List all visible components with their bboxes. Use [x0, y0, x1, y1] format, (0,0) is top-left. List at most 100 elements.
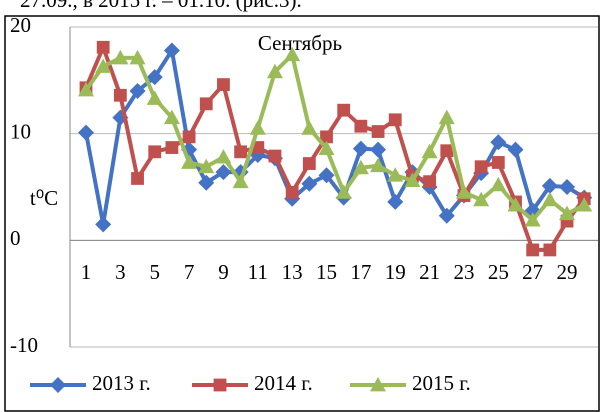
x-tick-label: 23: [453, 260, 474, 284]
marker: [440, 144, 454, 158]
marker: [455, 184, 472, 199]
marker: [268, 149, 282, 163]
y-tick-label: 20: [10, 13, 31, 37]
marker: [491, 156, 505, 169]
marker: [302, 157, 316, 170]
marker: [95, 216, 112, 233]
marker: [371, 125, 385, 138]
x-tick-label: 29: [557, 260, 578, 284]
marker: [423, 175, 436, 189]
marker: [474, 160, 488, 174]
marker: [78, 81, 94, 97]
marker: [318, 140, 335, 155]
chart-border: [4, 15, 600, 412]
marker: [285, 185, 299, 199]
marker: [318, 167, 335, 184]
marker: [215, 149, 232, 164]
y-axis-label: t⁰C: [30, 186, 58, 210]
marker: [490, 176, 507, 192]
marker: [213, 378, 227, 392]
marker: [352, 140, 369, 157]
marker: [473, 191, 490, 207]
x-tick-label: 13: [282, 260, 303, 284]
marker: [524, 212, 541, 227]
y-tick-label: 0: [10, 226, 21, 250]
marker: [163, 109, 180, 125]
marker: [217, 78, 230, 91]
marker: [352, 159, 369, 175]
marker: [198, 158, 215, 174]
legend-label: 2013 г.: [92, 371, 151, 395]
legend-label: 2015 г.: [412, 371, 471, 395]
x-tick-label: 3: [115, 260, 126, 284]
marker: [284, 46, 301, 62]
marker: [507, 141, 524, 158]
marker: [182, 130, 196, 144]
marker: [163, 42, 180, 59]
x-tick-label: 11: [248, 260, 268, 284]
marker: [181, 154, 198, 169]
marker: [198, 174, 215, 191]
marker: [199, 97, 213, 111]
marker: [266, 63, 283, 79]
marker: [50, 377, 66, 393]
marker: [301, 120, 318, 135]
x-tick-label: 17: [350, 260, 371, 284]
marker: [232, 173, 249, 189]
x-tick-label: 15: [316, 260, 337, 284]
marker: [335, 184, 352, 199]
marker: [559, 179, 576, 195]
marker: [320, 130, 333, 144]
marker: [541, 177, 558, 194]
marker: [129, 49, 146, 65]
marker: [388, 113, 402, 127]
marker: [131, 172, 144, 185]
marker: [95, 58, 112, 73]
y-tick-label: -10: [10, 333, 38, 357]
x-tick-label: 9: [218, 260, 229, 284]
x-tick-label: 27: [522, 260, 543, 284]
marker: [543, 243, 557, 257]
marker: [370, 377, 386, 392]
marker: [78, 124, 94, 141]
marker: [507, 197, 524, 212]
marker: [234, 145, 248, 159]
marker: [526, 243, 540, 257]
x-tick-label: 5: [149, 260, 160, 284]
marker: [249, 120, 266, 135]
y-tick-label: 10: [10, 119, 31, 143]
marker: [387, 167, 404, 182]
annotation: Сентябрь: [258, 31, 342, 55]
series-line: [84, 52, 586, 223]
x-tick-label: 21: [419, 260, 440, 284]
marker: [215, 164, 232, 181]
marker: [337, 103, 351, 117]
x-tick-label: 7: [184, 260, 195, 284]
marker: [301, 175, 318, 192]
marker: [421, 143, 438, 159]
x-tick-label: 1: [81, 260, 92, 284]
marker: [148, 145, 162, 159]
marker: [438, 109, 455, 125]
marker: [112, 49, 129, 65]
marker: [129, 83, 146, 99]
x-tick-label: 19: [385, 260, 406, 284]
marker: [96, 40, 110, 54]
marker: [438, 207, 455, 224]
marker: [541, 191, 558, 207]
marker: [146, 69, 163, 86]
marker: [113, 88, 127, 102]
marker: [165, 141, 179, 154]
x-tick-label: 25: [488, 260, 509, 284]
marker: [404, 172, 421, 187]
marker: [354, 119, 368, 133]
marker: [559, 205, 576, 221]
marker: [370, 157, 387, 173]
caption: 27.09., в 2015 г. – 01.10. (рис.3).: [20, 0, 302, 12]
marker: [146, 90, 163, 105]
marker: [576, 197, 593, 212]
marker: [370, 141, 387, 158]
legend-label: 2014 г.: [254, 371, 313, 395]
marker: [490, 134, 507, 151]
